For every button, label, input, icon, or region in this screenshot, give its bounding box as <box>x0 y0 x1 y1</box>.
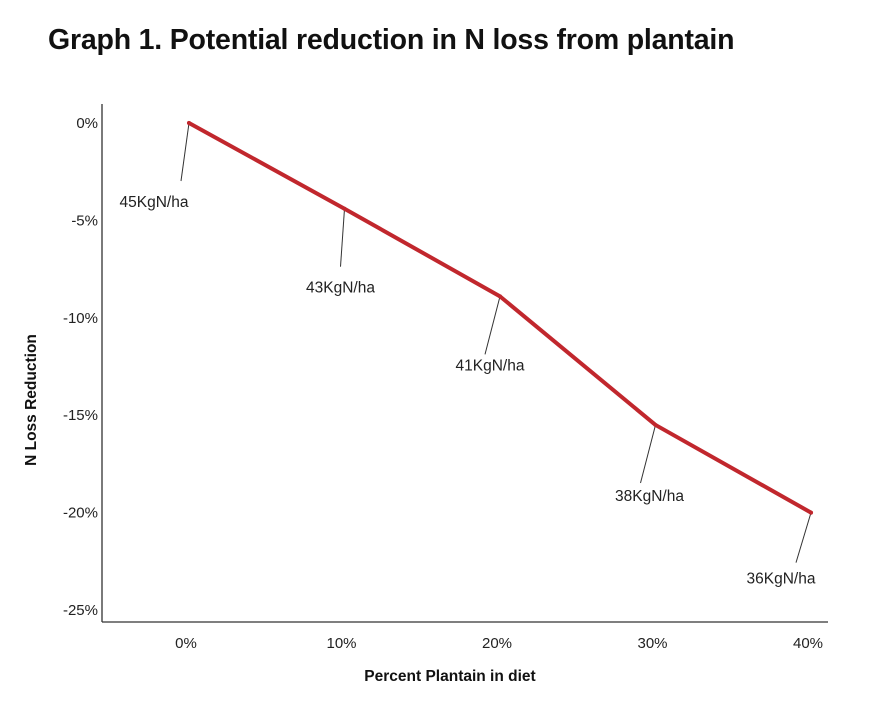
y-tick-label: -10% <box>63 310 98 327</box>
series <box>187 121 813 515</box>
x-tick-label: 40% <box>793 635 823 652</box>
data-label: 43KgN/ha <box>306 280 375 297</box>
y-tick-label: 0% <box>76 115 98 132</box>
x-tick-label: 20% <box>482 635 512 652</box>
x-axis-title: Percent Plantain in diet <box>364 668 535 685</box>
data-label-leader <box>180 122 190 182</box>
data-label-leader <box>340 208 345 267</box>
y-tick-label: -15% <box>63 407 98 424</box>
data-label-leader <box>484 296 501 355</box>
data-point <box>342 206 347 211</box>
y-tick-label: -25% <box>63 602 98 619</box>
data-label: 36KgN/ha <box>747 571 816 588</box>
series-line <box>187 121 813 515</box>
data-point <box>809 510 813 515</box>
data-label-leader <box>795 512 812 563</box>
data-label-leader <box>640 424 656 484</box>
x-tick-label: 10% <box>326 635 356 652</box>
axes: 0% -5% -10% -15% -20% -25% 0% 10% 20% 30% 40% <box>63 104 828 652</box>
data-labels: 45KgN/ha 43KgN/ha 41KgN/ha 38KgN/ha 36KgN/ha <box>120 194 816 588</box>
data-point <box>653 422 658 427</box>
data-label: 38KgN/ha <box>615 488 684 505</box>
chart-title: Graph 1. Potential reduction in N loss f… <box>48 24 735 56</box>
x-tick-label: 30% <box>637 635 667 652</box>
data-label-leaders <box>180 122 812 563</box>
y-tick-label: -20% <box>63 505 98 522</box>
data-point <box>498 294 502 299</box>
data-label: 41KgN/ha <box>456 357 525 374</box>
y-axis-title: N Loss Reduction <box>23 334 40 466</box>
data-label: 45KgN/ha <box>120 194 189 211</box>
x-tick-label: 0% <box>175 635 197 652</box>
data-point <box>187 121 191 125</box>
y-tick-label: -5% <box>71 212 98 229</box>
